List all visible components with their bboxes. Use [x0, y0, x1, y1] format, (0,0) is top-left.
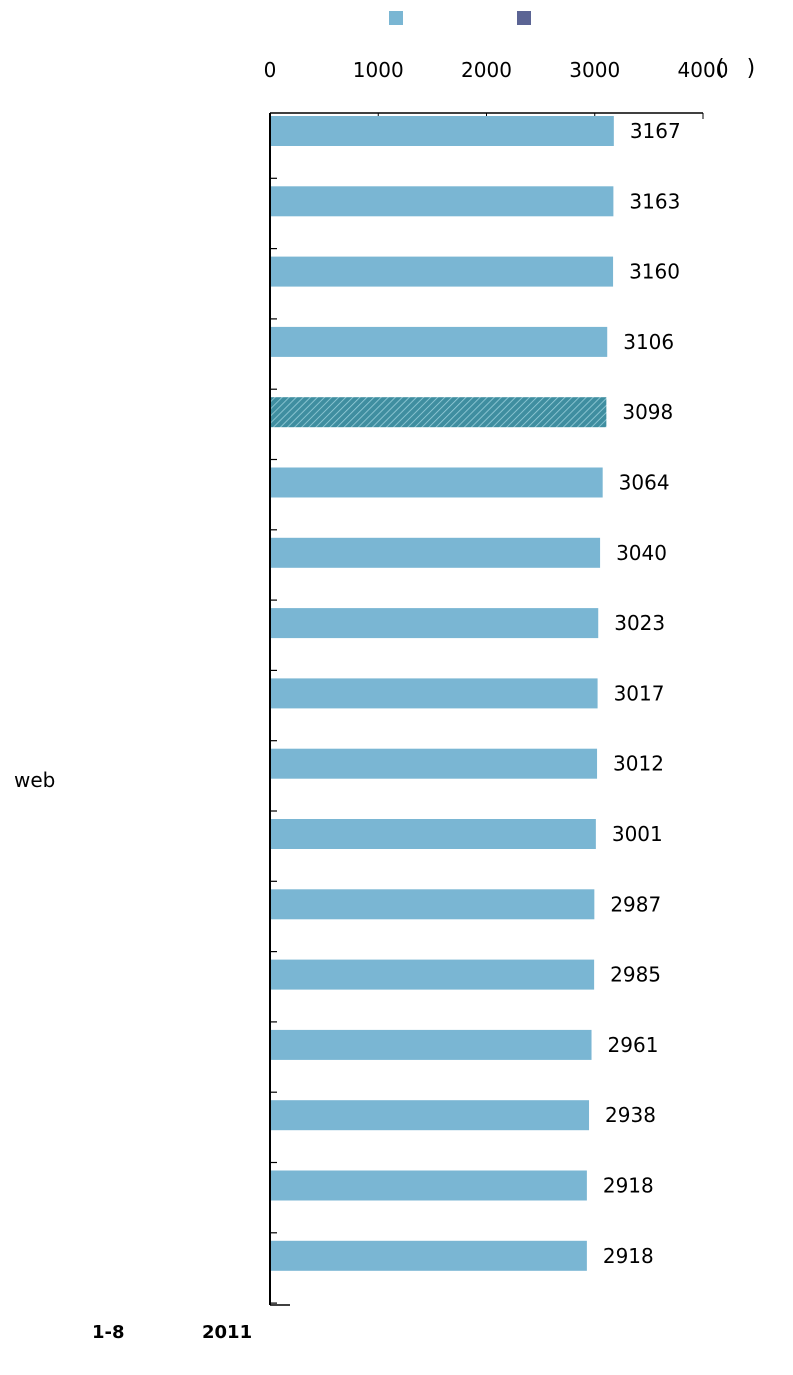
- bar-value-label: 3098: [622, 400, 673, 424]
- bar: [271, 1240, 587, 1271]
- bar-value-label: 3012: [613, 752, 664, 776]
- bar: [271, 186, 614, 217]
- bar-value-label: 3023: [614, 611, 665, 635]
- bar: [271, 256, 614, 287]
- bar-value-label: 3163: [629, 189, 680, 213]
- x-tick-label: 4000: [678, 58, 729, 82]
- bar-value-label: 2918: [603, 1174, 654, 1198]
- bar: [271, 608, 599, 639]
- bar-value-label: 3040: [616, 541, 667, 565]
- bar: [271, 116, 614, 146]
- side-label: web: [14, 768, 56, 792]
- bar-value-label: 3001: [612, 822, 663, 846]
- bar-value-label: 3017: [614, 681, 665, 705]
- y-axis: [269, 113, 290, 1306]
- x-axis: 0 1000 2000 3000 4000( ): [264, 56, 755, 119]
- bars: 3167 3163 3160 3106 3098 3064 3040 3023 3017 3012…: [271, 116, 681, 1271]
- legend-swatch-1: [389, 11, 403, 25]
- bar-value-label: 2985: [610, 963, 661, 987]
- bar: [271, 678, 598, 709]
- bar: [271, 748, 598, 779]
- x-tick-label: 1000: [353, 58, 404, 82]
- x-tick-label: 0: [264, 58, 277, 82]
- bar: [271, 467, 603, 498]
- bar-value-label: 3106: [623, 330, 674, 354]
- bar: [271, 959, 595, 990]
- figure-number: 1-8: [92, 1322, 125, 1343]
- legend-swatch-2: [517, 11, 531, 25]
- bar-value-label: 2961: [608, 1033, 659, 1057]
- bar-value-label: 2918: [603, 1244, 654, 1268]
- bar: [271, 537, 601, 568]
- bar: [271, 1100, 590, 1131]
- x-axis-unit: ( ): [716, 56, 755, 81]
- legend: [389, 11, 531, 25]
- bar: [271, 889, 595, 920]
- x-tick-label: 3000: [569, 58, 620, 82]
- bar-value-label: 2987: [610, 892, 661, 916]
- bar-value-label: 3167: [630, 119, 681, 143]
- bar-highlight: [271, 397, 607, 428]
- bar: [271, 1029, 592, 1060]
- bar: [271, 819, 596, 849]
- bar-value-label: 3064: [619, 471, 670, 495]
- caption-year: 2011: [202, 1322, 253, 1343]
- bar-value-label: 3160: [629, 260, 680, 284]
- bar-value-label: 2938: [605, 1103, 656, 1127]
- bar: [271, 326, 608, 357]
- bar: [271, 1170, 587, 1201]
- x-tick-label: 2000: [461, 58, 512, 82]
